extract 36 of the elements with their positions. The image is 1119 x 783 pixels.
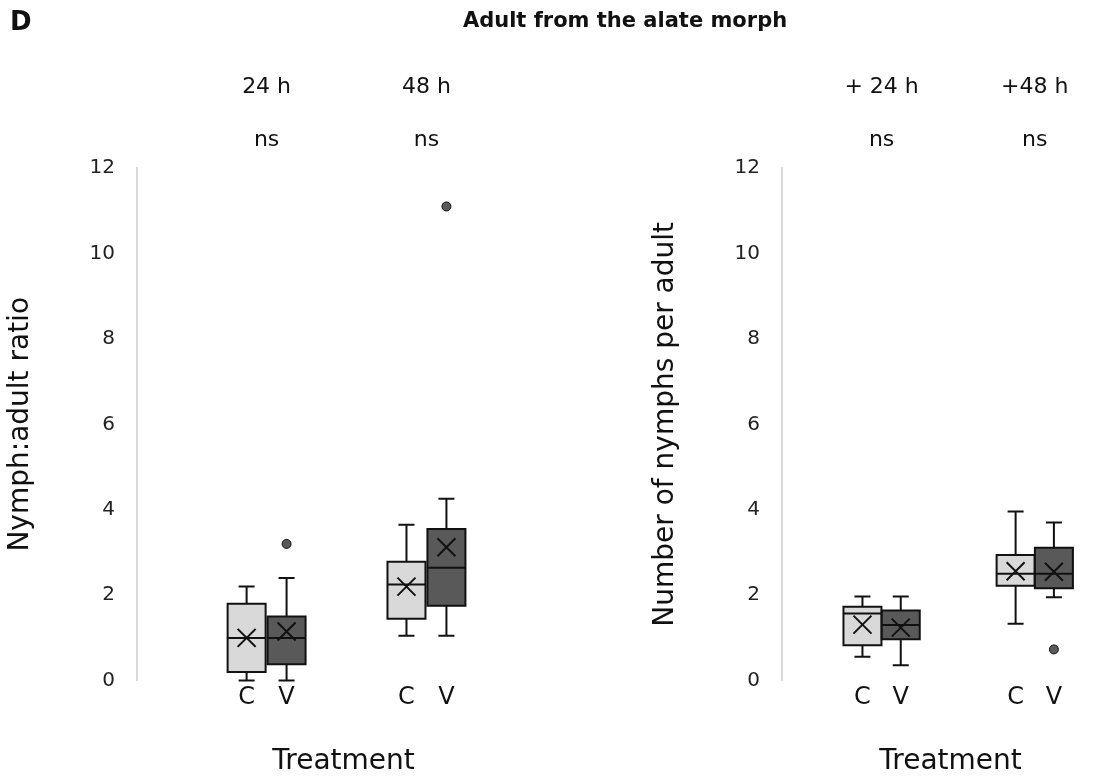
text: ns [413,125,440,151]
y-tick-label: 4 [102,495,116,520]
text: D [10,6,32,36]
y-tick-label: 6 [102,410,116,435]
x-tick-label: V [892,682,910,711]
x-tick-label: C [854,682,871,711]
x-tick-label: C [1007,682,1024,711]
y-tick-label: 8 [102,325,116,350]
text: ns [868,125,895,151]
y-tick-label: 0 [747,666,761,691]
x-tick-label: V [1045,682,1063,711]
x-axis-title: Treatment [878,743,1022,777]
text: ns [1022,125,1048,151]
y-tick-label: 10 [734,239,761,264]
y-tick-label: 12 [734,154,761,179]
x-tick-label: V [438,682,456,711]
x-axis-title: Treatment [271,743,415,777]
text: + 24 h [844,72,919,98]
y-tick-label: 4 [747,495,761,520]
text: 24 h [242,72,292,98]
y-tick-label: 8 [747,325,761,350]
y-tick-label: 10 [89,239,116,264]
y-tick-label: 2 [747,581,761,606]
x-tick-label: C [238,682,255,711]
y-tick-label: 12 [89,154,116,179]
y-tick-label: 0 [102,666,116,691]
text: 48 h [401,72,451,98]
text: Adult from the alate morph [461,8,789,32]
text: ns [253,125,280,151]
text: +48 h [1001,72,1069,98]
y-tick-label: 2 [102,581,116,606]
y-tick-label: 6 [747,410,761,435]
x-tick-label: V [278,682,296,711]
y-axis-title: Number of nymphs per adult [647,221,681,627]
x-tick-label: C [398,682,415,711]
y-axis-title: Nymph:adult ratio [2,296,36,552]
